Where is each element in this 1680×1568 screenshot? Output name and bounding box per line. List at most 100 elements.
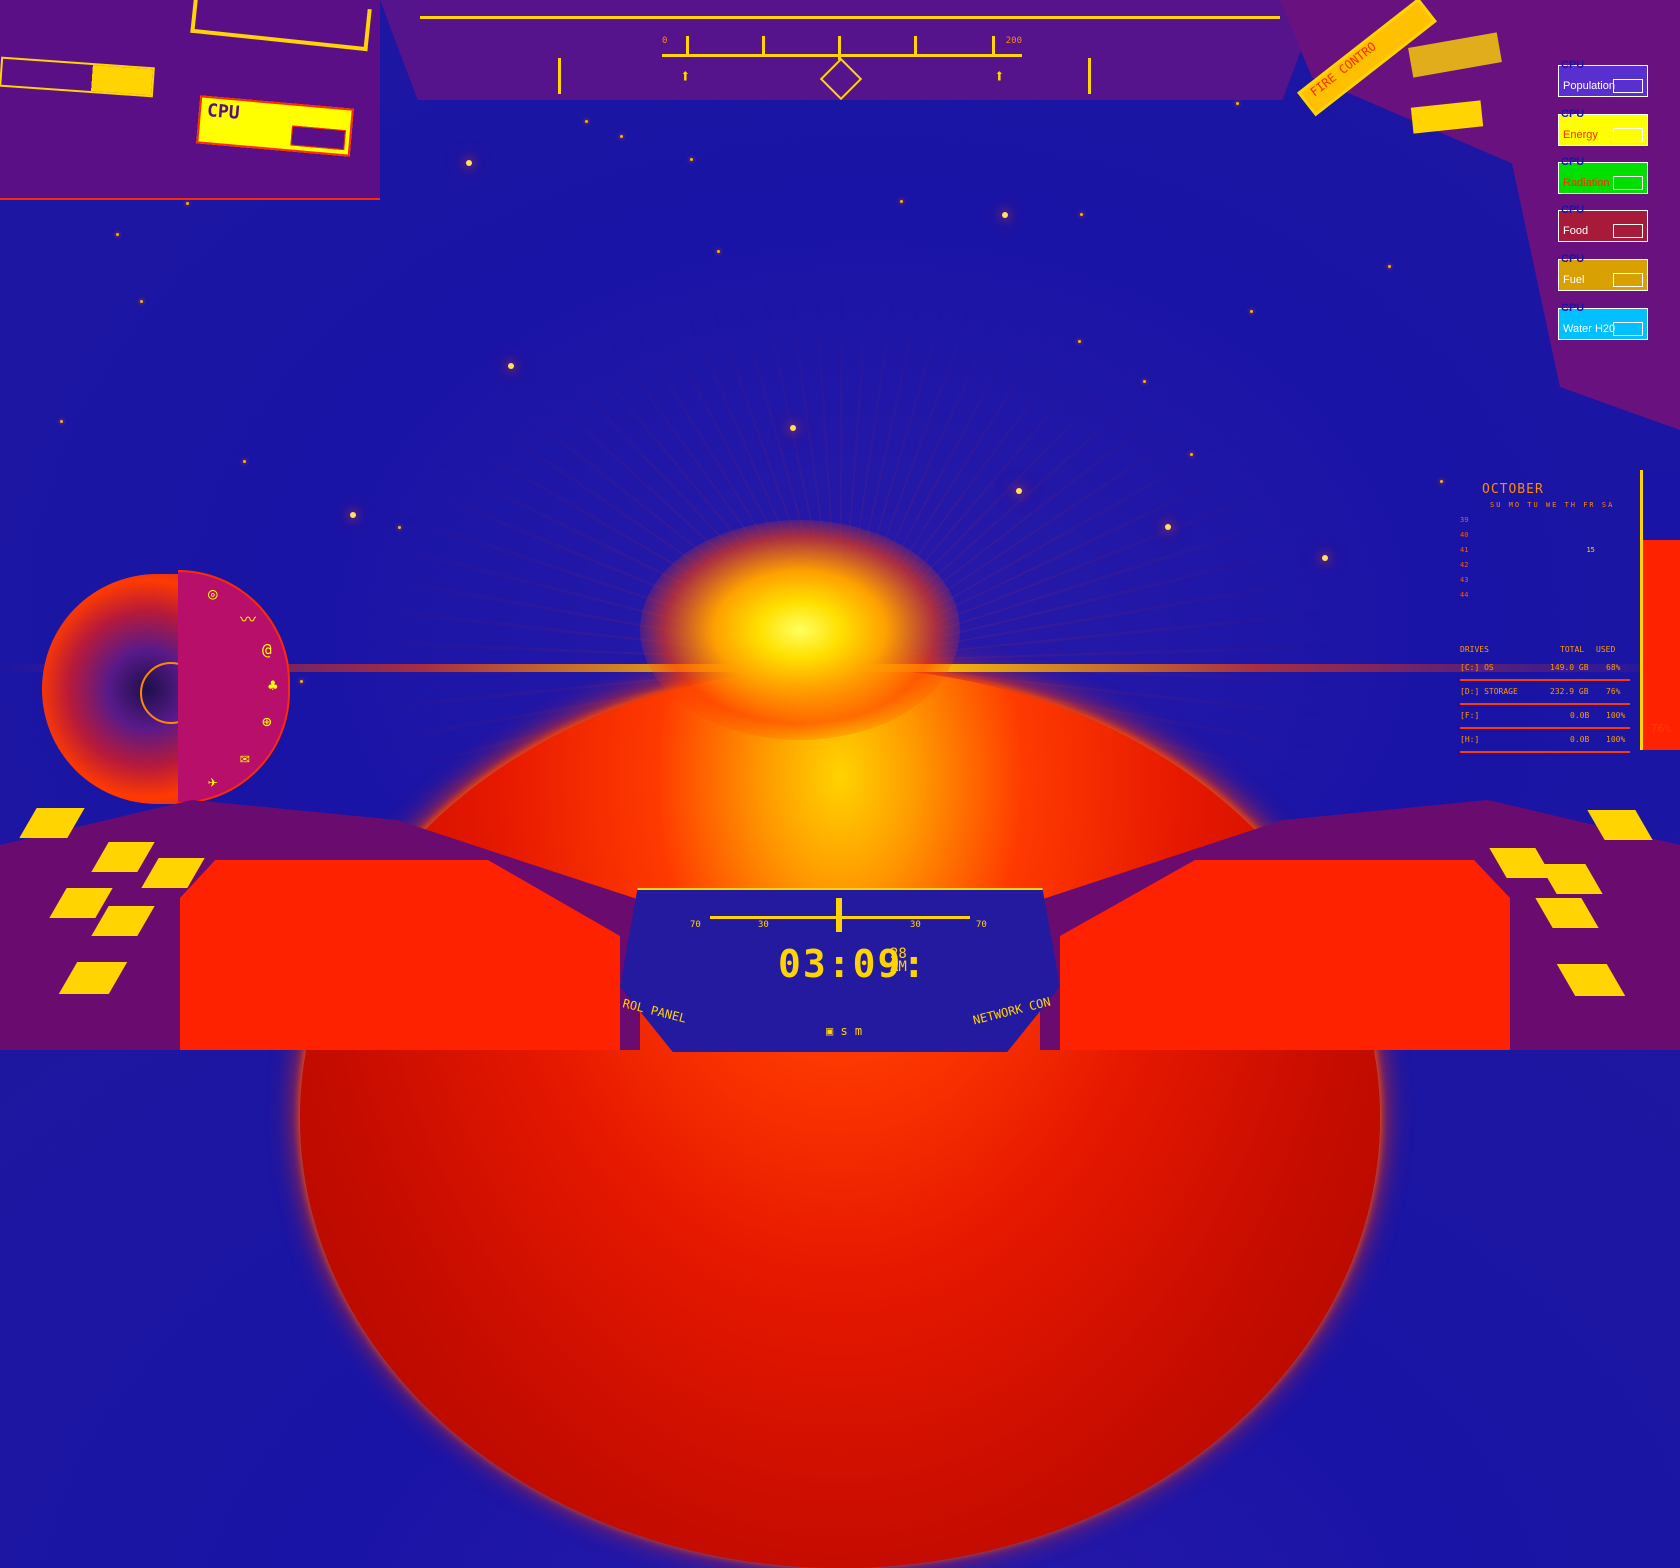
- scale-tick: [686, 36, 689, 56]
- mail-icon[interactable]: ✉: [240, 748, 250, 767]
- drive-used: 100%: [1606, 735, 1625, 744]
- star: [350, 512, 356, 518]
- swirl-icon[interactable]: @: [262, 640, 272, 659]
- scale-label: 70: [690, 920, 701, 930]
- calendar-week: 42: [1460, 561, 1630, 569]
- meter-cpu-label: CPU: [1561, 156, 1584, 168]
- clock-ampm: AM: [890, 961, 907, 974]
- drive-row[interactable]: [D:] STORAGE 232.9 GB 76%: [1460, 683, 1630, 705]
- fuel-meter[interactable]: CPU Fuel: [1558, 259, 1648, 291]
- arrow-up-icon: ⬆: [994, 66, 1005, 87]
- launcher-ring: ◎ 〰 @ ♣ ⊕ ✉ ✈: [178, 570, 290, 804]
- pitch-scale: 70 30 30 70: [710, 898, 970, 919]
- calendar-week: 41 15: [1460, 546, 1630, 554]
- star: [243, 460, 246, 463]
- drive-total: 232.9 GB: [1550, 687, 1589, 696]
- side-percent: 76%: [1651, 722, 1671, 735]
- calendar-week: 40: [1460, 531, 1630, 539]
- star: [790, 425, 796, 431]
- star: [60, 420, 63, 423]
- satellite-icon[interactable]: ✈: [208, 772, 218, 791]
- drive-row[interactable]: [H:] 0.0B 100%: [1460, 731, 1630, 753]
- graph-icon: [1613, 176, 1643, 190]
- meter-cpu-label: CPU: [1561, 59, 1584, 71]
- star: [466, 160, 472, 166]
- star: [1165, 524, 1171, 530]
- population-meter[interactable]: CPU Population: [1558, 65, 1648, 97]
- drives-header: DRIVES TOTAL USED: [1460, 645, 1630, 657]
- star: [1190, 453, 1193, 456]
- meter-cpu-label: CPU: [1561, 253, 1584, 265]
- radiation-meter[interactable]: CPU Radiation: [1558, 162, 1648, 194]
- sun: [640, 520, 960, 740]
- food-meter[interactable]: CPU Food: [1558, 210, 1648, 242]
- calendar-weekdays: SU MO TU WE TH FR SA: [1460, 501, 1630, 509]
- scale-tick: [914, 36, 917, 56]
- calendar-today[interactable]: 15: [1586, 546, 1594, 554]
- radar-icon[interactable]: ◎: [208, 584, 218, 603]
- drive-row[interactable]: [F:] 0.0B 100%: [1460, 707, 1630, 729]
- star: [1078, 340, 1081, 343]
- meter-cpu-label: CPU: [1561, 302, 1584, 314]
- star: [508, 363, 514, 369]
- scale-left-value: 0: [662, 36, 667, 46]
- star: [1250, 310, 1253, 313]
- panel-bracket: [190, 0, 371, 51]
- chart-icon[interactable]: 〰: [240, 606, 256, 630]
- scale-label: 30: [758, 920, 769, 930]
- drive-total: 0.0B: [1570, 735, 1589, 744]
- star: [1080, 213, 1083, 216]
- drives-total-header: TOTAL: [1560, 645, 1584, 654]
- globe-icon[interactable]: ⊕: [262, 712, 272, 731]
- gamepad-icon[interactable]: ♣: [268, 676, 278, 695]
- meter-cpu-label: CPU: [1561, 204, 1584, 216]
- drive-row[interactable]: [C:] OS 149.0 GB 68%: [1460, 659, 1630, 681]
- scale-tick: [762, 36, 765, 56]
- graph-icon: [1613, 273, 1643, 287]
- heading-scale: 0 200: [662, 36, 1022, 57]
- star: [690, 158, 693, 161]
- bottom-status: ▣ s m: [826, 1024, 862, 1038]
- drives-used-header: USED: [1596, 645, 1615, 654]
- meter-label: Fuel: [1563, 274, 1584, 286]
- star: [1388, 265, 1391, 268]
- cpu-fill: [290, 125, 346, 150]
- side-post: [558, 58, 561, 94]
- drive-used: 76%: [1606, 687, 1620, 696]
- clock-hours: 03: [778, 942, 828, 986]
- meter-cpu-label: CPU: [1561, 108, 1584, 120]
- star: [116, 233, 119, 236]
- pitch-marker: [836, 898, 842, 932]
- water-meter[interactable]: CPU Water H20: [1558, 308, 1648, 340]
- cpu-meter[interactable]: CPU: [196, 95, 354, 156]
- cpu-label: CPU: [206, 100, 240, 124]
- calendar-month: OCTOBER: [1460, 482, 1630, 497]
- star: [300, 680, 303, 683]
- top-rim: [420, 0, 1280, 19]
- trash-icon[interactable]: ▣: [826, 1024, 833, 1038]
- star: [1440, 480, 1443, 483]
- side-post: [1088, 58, 1091, 94]
- calendar-week: 44: [1460, 591, 1630, 599]
- scale-label: 30: [910, 920, 921, 930]
- star: [398, 526, 401, 529]
- star: [140, 300, 143, 303]
- heading-marker-icon: [820, 58, 862, 100]
- top-gauge-panel: 0 200 ⬆ ⬆: [380, 0, 1320, 100]
- calendar-widget: OCTOBER SU MO TU WE TH FR SA 39 40 41 15 …: [1460, 482, 1630, 599]
- energy-meter[interactable]: CPU Energy: [1558, 114, 1648, 146]
- star: [1322, 555, 1328, 561]
- drives-title: DRIVES: [1460, 645, 1489, 654]
- graph-icon: [1613, 128, 1643, 142]
- meter-label: Population: [1563, 80, 1615, 92]
- drive-total: 149.0 GB: [1550, 663, 1589, 672]
- scale-right-value: 200: [1006, 36, 1022, 46]
- drive-total: 0.0B: [1570, 711, 1589, 720]
- scale-label: 70: [976, 920, 987, 930]
- graph-icon: [1613, 322, 1643, 336]
- meter-label: Food: [1563, 225, 1588, 237]
- meter-label: Energy: [1563, 129, 1598, 141]
- drive-used: 68%: [1606, 663, 1620, 672]
- star: [1002, 212, 1008, 218]
- graph-icon: [1613, 224, 1643, 238]
